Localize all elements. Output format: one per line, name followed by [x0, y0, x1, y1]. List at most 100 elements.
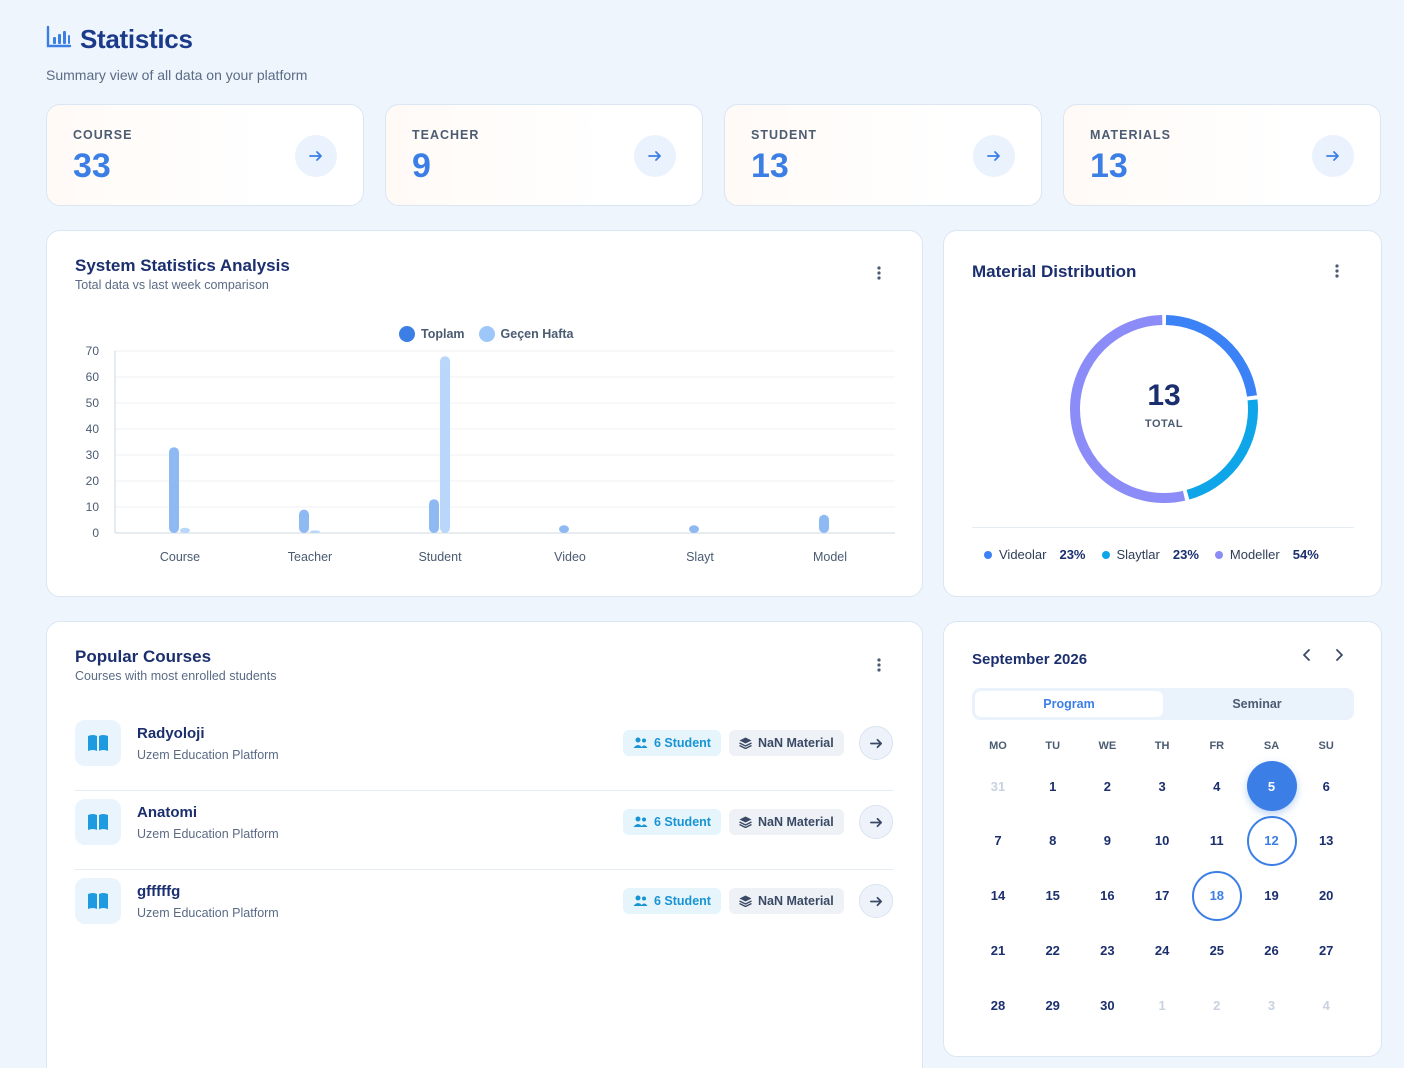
material-count-badge: NaN Material — [729, 888, 844, 914]
more-vertical-icon — [877, 266, 881, 280]
layers-icon — [739, 737, 752, 749]
calendar-day[interactable]: 24 — [1154, 942, 1170, 958]
layers-icon — [739, 895, 752, 907]
stat-label: STUDENT — [751, 128, 818, 142]
open-course-button[interactable] — [859, 726, 893, 760]
course-org: Uzem Education Platform — [137, 827, 279, 841]
bar-chart: 0 10 20 30 40 50 60 70 Course Teacher Student Video… — [86, 344, 895, 564]
x-tick-label: Course — [160, 550, 200, 564]
calendar-day[interactable]: 9 — [1103, 833, 1111, 849]
donut-segment-slaytlar — [1070, 315, 1258, 503]
calendar-day[interactable]: 20 — [1318, 888, 1334, 904]
legend-percent: 54% — [1292, 547, 1319, 562]
card-subtitle: Courses with most enrolled students — [75, 669, 277, 683]
calendar-day[interactable]: 23 — [1100, 942, 1115, 958]
calendar-day[interactable]: 3 — [1267, 997, 1276, 1013]
calendar-day[interactable]: 18 — [1191, 870, 1242, 921]
calendar-day[interactable]: 4 — [1213, 778, 1221, 794]
calendar-day[interactable]: 11 — [1209, 833, 1224, 849]
stat-card-course: COURSE 33 — [46, 104, 364, 206]
legend-swatch — [1101, 550, 1110, 559]
calendar-day[interactable]: 30 — [1100, 997, 1115, 1013]
users-icon — [633, 737, 648, 748]
open-course-button[interactable] — [859, 805, 893, 839]
course-org: Uzem Education Platform — [137, 906, 279, 920]
more-options-button[interactable] — [1327, 261, 1347, 281]
calendar-day[interactable]: 10 — [1154, 833, 1170, 849]
legend-label: Slaytlar — [1116, 547, 1160, 562]
x-tick-label: Student — [418, 550, 462, 564]
badge-text: 6 Student — [654, 894, 711, 908]
more-options-button[interactable] — [869, 263, 889, 283]
legend-item-slaytlar: Slaytlar 23% — [1101, 547, 1199, 562]
weekday-mo: MO — [989, 740, 1007, 752]
bar-course-toplam — [169, 447, 179, 533]
legend-label: Geçen Hafta — [500, 327, 574, 341]
arrow-right-icon — [987, 151, 1000, 161]
open-student-button[interactable] — [973, 135, 1015, 177]
y-tick-label: 20 — [86, 474, 100, 488]
more-options-button[interactable] — [869, 655, 889, 675]
calendar-day[interactable]: 4 — [1322, 997, 1330, 1013]
open-teacher-button[interactable] — [634, 135, 676, 177]
legend-swatch-gecen-hafta — [478, 326, 495, 342]
student-count-badge: 6 Student — [623, 809, 721, 835]
calendar-day[interactable]: 3 — [1158, 778, 1166, 794]
course-row[interactable]: Radyoloji Uzem Education Platform 6 Stud… — [75, 713, 893, 791]
book-icon — [75, 720, 121, 766]
calendar-card: September 2026 Program Seminar MO TU WE TH F… — [943, 621, 1382, 1057]
card-title: Popular Courses — [75, 647, 212, 666]
tab-program[interactable]: Program — [975, 691, 1163, 717]
calendar-day[interactable]: 1 — [1049, 778, 1057, 794]
course-row[interactable]: Anatomi Uzem Education Platform 6 Studen… — [75, 792, 893, 870]
layers-icon — [739, 816, 752, 828]
popular-courses-card: Popular Courses Courses with most enroll… — [46, 621, 923, 1068]
calendar-tabs: Program Seminar — [972, 688, 1354, 720]
calendar-day[interactable]: 17 — [1154, 888, 1170, 904]
calendar-day[interactable]: 16 — [1100, 888, 1115, 904]
calendar-day[interactable]: 22 — [1045, 942, 1060, 958]
more-vertical-icon — [1335, 264, 1339, 278]
open-materials-button[interactable] — [1312, 135, 1354, 177]
calendar-day[interactable]: 25 — [1209, 942, 1225, 958]
next-month-button[interactable] — [1332, 648, 1346, 667]
calendar-day[interactable]: 12 — [1246, 815, 1297, 866]
stat-card-teacher: TEACHER 9 — [385, 104, 703, 206]
bar-chart-icon — [46, 25, 72, 54]
weekday-su: SU — [1318, 740, 1334, 752]
weekday-tu: TU — [1045, 740, 1061, 752]
arrow-right-icon — [869, 817, 882, 827]
calendar-day[interactable]: 1 — [1158, 997, 1166, 1013]
donut-segment-modeller — [1070, 315, 1258, 503]
calendar-day[interactable]: 5 — [1246, 761, 1297, 811]
y-tick-label: 50 — [86, 396, 100, 410]
calendar-day[interactable]: 14 — [990, 888, 1006, 904]
calendar-day[interactable]: 2 — [1103, 778, 1111, 794]
prev-month-button[interactable] — [1300, 648, 1314, 667]
arrow-right-icon — [869, 896, 882, 906]
calendar-day[interactable]: 8 — [1049, 833, 1057, 849]
open-course-button[interactable] — [295, 135, 337, 177]
weekday-we: WE — [1098, 740, 1117, 752]
calendar-day[interactable]: 28 — [990, 997, 1006, 1013]
calendar-day[interactable]: 15 — [1045, 888, 1060, 904]
calendar-day[interactable]: 31 — [990, 778, 1006, 794]
stat-card-student: STUDENT 13 — [724, 104, 1042, 206]
calendar-day[interactable]: 21 — [990, 942, 1006, 958]
calendar-day[interactable]: 13 — [1318, 833, 1334, 849]
calendar-day[interactable]: 27 — [1318, 942, 1334, 958]
legend-item-videolar: Videolar 23% — [984, 547, 1086, 562]
open-course-button[interactable] — [859, 884, 893, 918]
calendar-day[interactable]: 6 — [1322, 778, 1330, 794]
calendar-day[interactable]: 26 — [1264, 942, 1279, 958]
card-subtitle: Total data vs last week comparison — [75, 278, 269, 292]
tab-seminar[interactable]: Seminar — [1232, 697, 1282, 711]
chevron-right-icon — [1336, 649, 1343, 661]
course-row[interactable]: gfffffg Uzem Education Platform 6 Studen… — [75, 871, 893, 949]
chevron-left-icon — [1303, 649, 1310, 661]
calendar-day[interactable]: 19 — [1264, 888, 1279, 904]
calendar-day[interactable]: 29 — [1045, 997, 1060, 1013]
calendar-day[interactable]: 2 — [1213, 997, 1221, 1013]
calendar-day[interactable]: 7 — [994, 833, 1002, 849]
donut-total: 13 — [1147, 379, 1181, 412]
